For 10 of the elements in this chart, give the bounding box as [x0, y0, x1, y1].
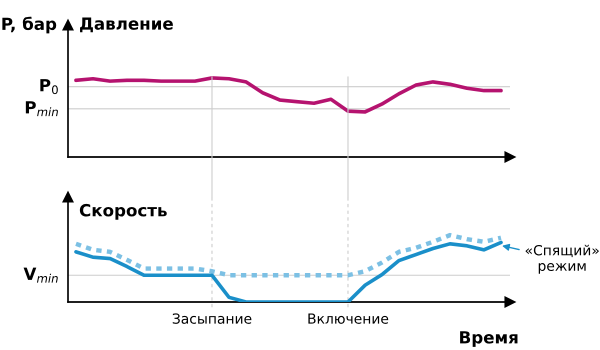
legend-label: «Спящий» режим [526, 244, 599, 274]
ref-line-label: V$_{min}$ [24, 268, 58, 283]
x-axis-title: Время [460, 331, 518, 347]
x-tick-label: Включение [308, 314, 388, 324]
y-axis-title: P, бар [2, 16, 56, 34]
ref-line-label: P$_{min}$ [26, 101, 58, 116]
chart-title: Давление [80, 17, 173, 32]
ref-line-label: P$_{0}$ [40, 79, 58, 94]
chart-title: Скорость [80, 204, 167, 220]
x-tick-label: Засыпание [172, 313, 252, 324]
